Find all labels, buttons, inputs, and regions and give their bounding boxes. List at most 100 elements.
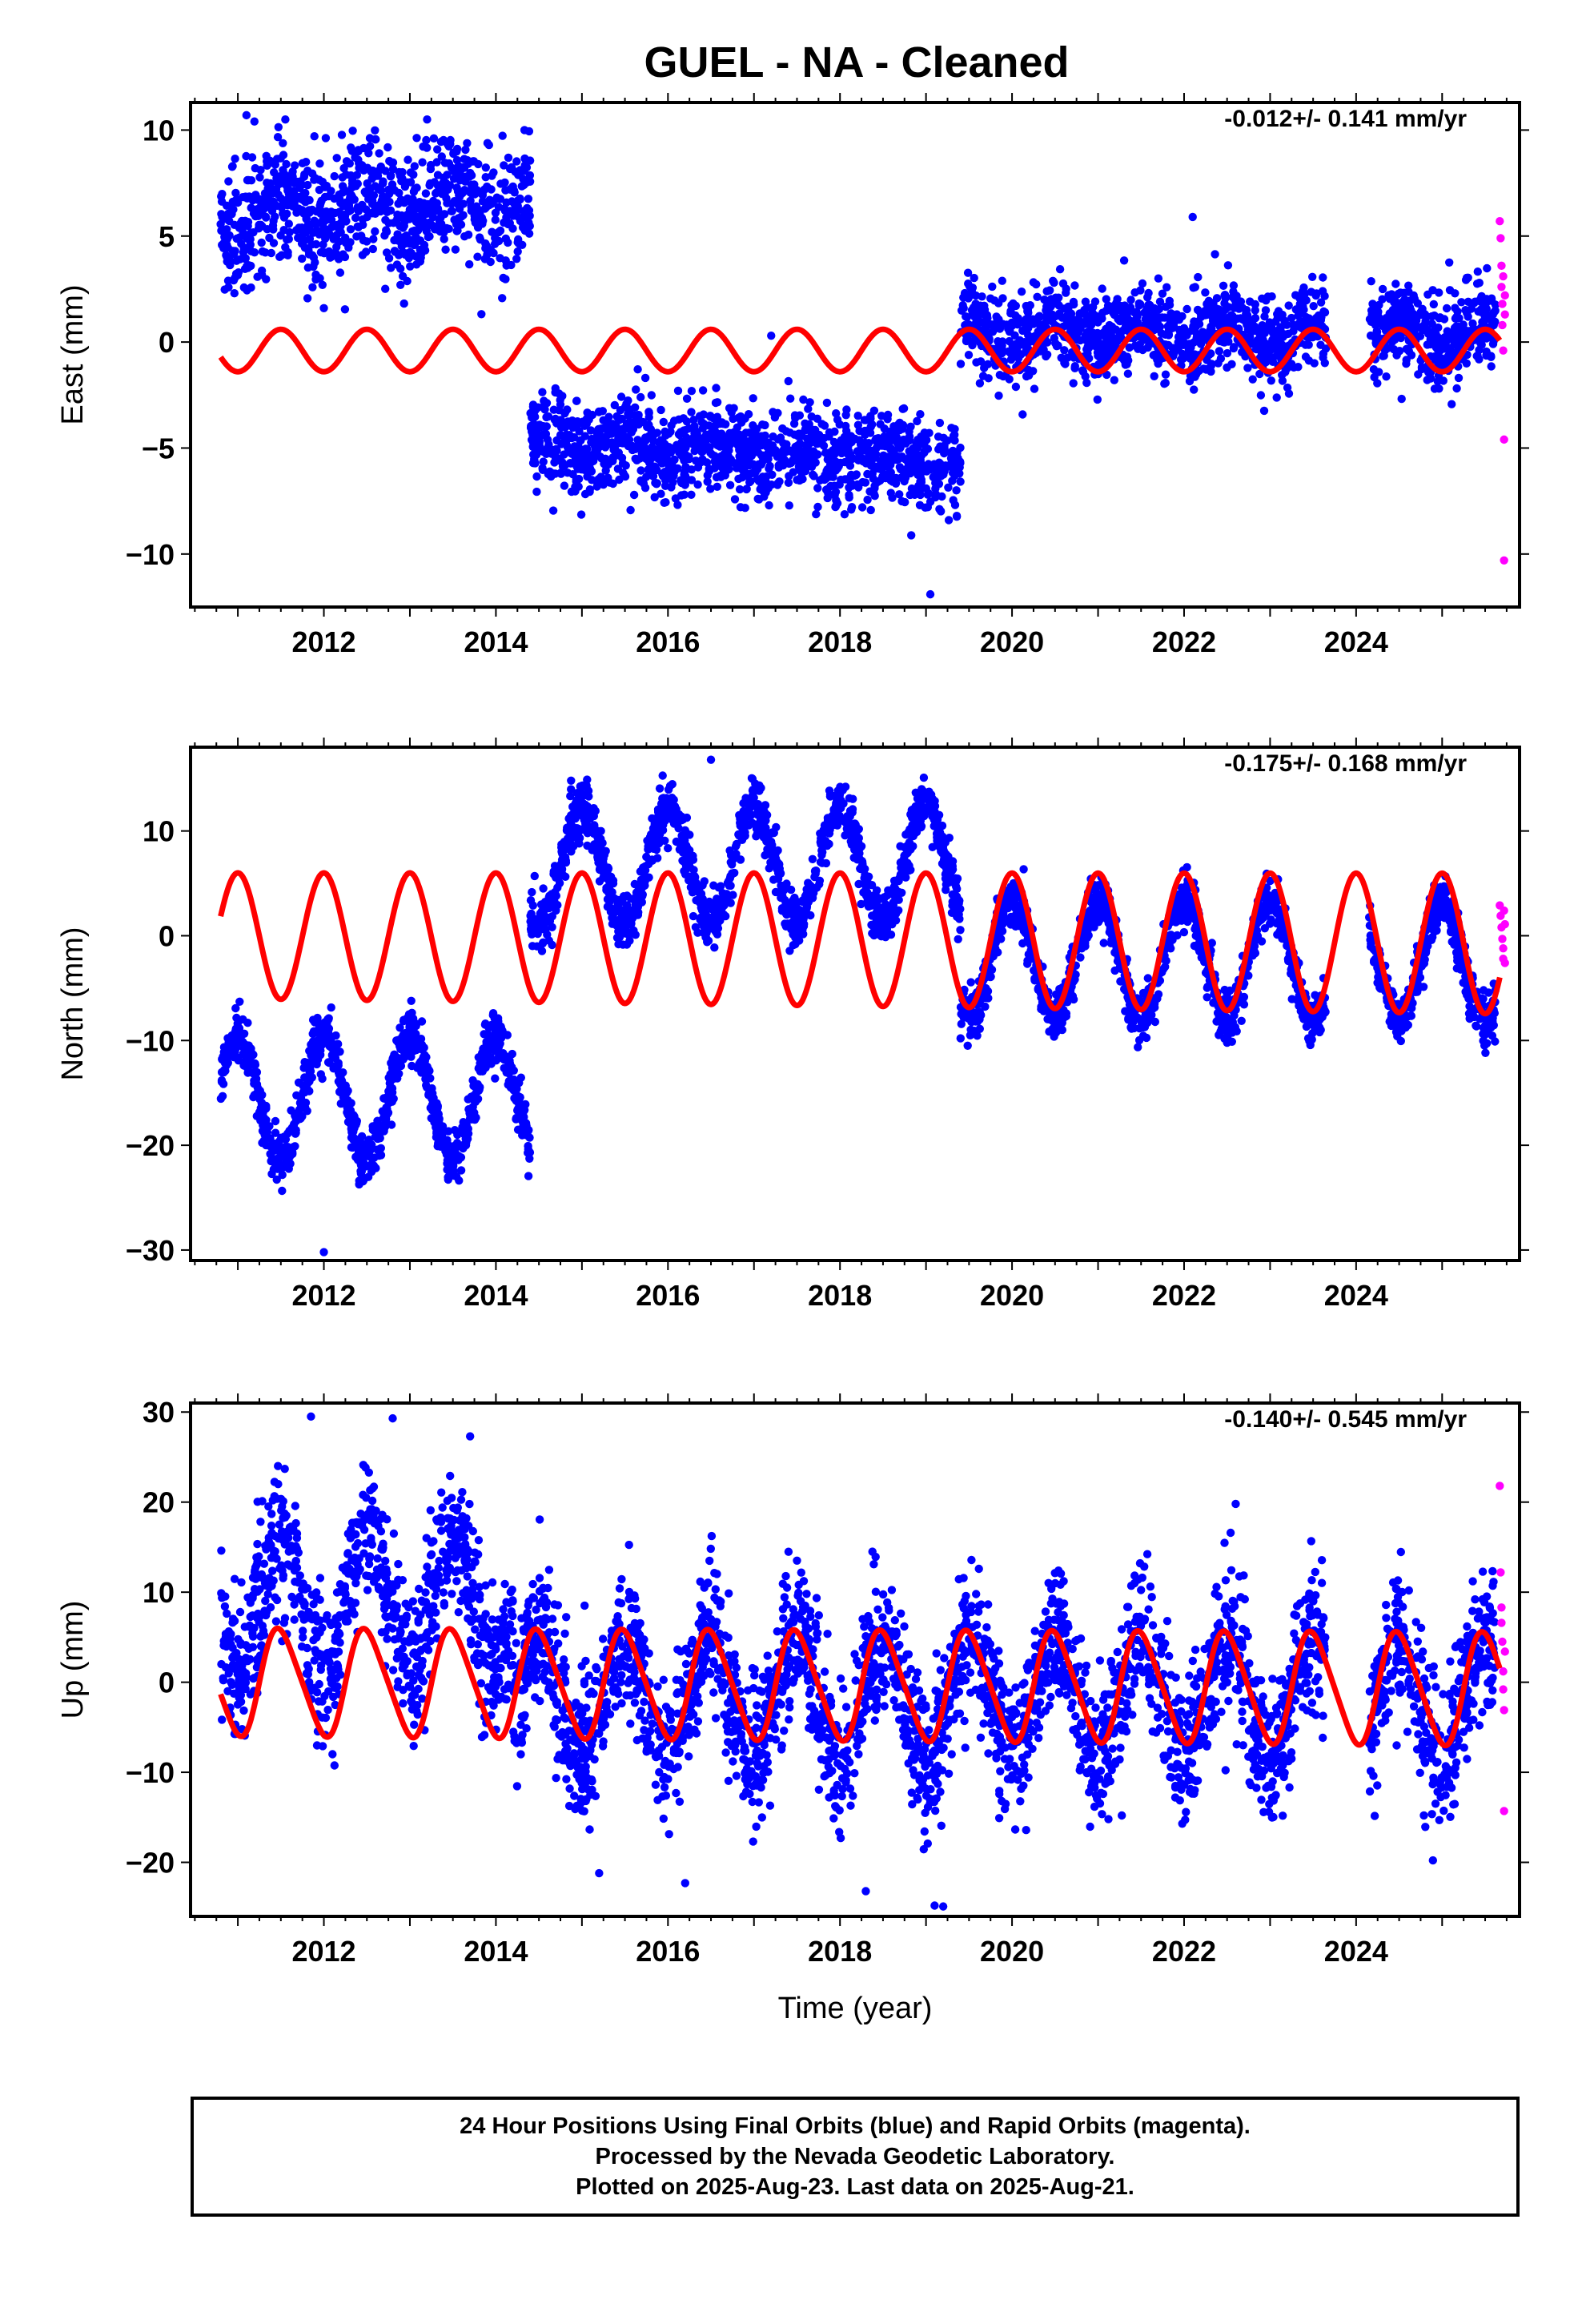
final-orbit-point — [1089, 303, 1098, 312]
final-orbit-point — [378, 1107, 387, 1116]
x-tick-label: 2014 — [464, 625, 528, 658]
final-orbit-point — [944, 516, 954, 525]
final-orbit-point — [661, 498, 670, 507]
final-orbit-point — [521, 1119, 531, 1128]
final-orbit-point — [886, 428, 895, 437]
final-orbit-point — [1121, 323, 1130, 332]
final-orbit-point — [359, 1149, 368, 1159]
final-orbit-point — [243, 1063, 251, 1072]
final-orbit-point — [786, 394, 795, 403]
final-orbit-point — [501, 275, 510, 283]
final-orbit-point — [1019, 318, 1028, 328]
final-orbit-point — [441, 1136, 450, 1145]
final-orbit-point — [1267, 292, 1276, 301]
final-orbit-point — [449, 1156, 458, 1165]
final-orbit-point — [1190, 385, 1199, 394]
final-orbit-point — [947, 457, 956, 466]
final-orbit-point — [970, 273, 978, 283]
final-orbit-point — [488, 1009, 498, 1018]
final-orbit-point — [357, 1167, 366, 1176]
final-orbit-point — [1391, 279, 1400, 288]
final-orbit-point — [283, 1129, 292, 1138]
final-orbit-point — [1374, 312, 1383, 322]
final-orbit-point — [1165, 300, 1174, 309]
final-orbit-point — [1129, 319, 1138, 328]
final-orbit-point — [1457, 298, 1466, 307]
final-orbit-point — [861, 426, 869, 436]
final-orbit-point — [354, 146, 363, 155]
final-orbit-point — [424, 1091, 433, 1100]
final-orbit-point — [781, 427, 791, 436]
final-orbit-point — [934, 432, 943, 441]
final-orbit-point — [1407, 306, 1415, 315]
final-orbit-point — [1387, 310, 1395, 320]
final-orbit-point — [303, 294, 312, 303]
final-orbit-point — [879, 435, 888, 444]
final-orbit-point — [1012, 345, 1022, 354]
final-orbit-point — [539, 457, 548, 466]
final-orbit-point — [239, 193, 247, 202]
final-orbit-point — [346, 1116, 355, 1125]
final-orbit-point — [367, 174, 376, 183]
final-orbit-point — [978, 292, 986, 301]
final-orbit-point — [319, 215, 327, 225]
final-orbit-point — [1452, 335, 1461, 344]
final-orbit-point — [373, 1145, 382, 1154]
final-orbit-point — [1489, 320, 1498, 330]
final-orbit-point — [702, 436, 711, 444]
final-orbit-point — [294, 233, 303, 243]
final-orbit-points — [216, 111, 1500, 599]
final-orbit-point — [877, 412, 886, 420]
final-orbit-point — [1195, 366, 1203, 376]
final-orbit-point — [784, 376, 793, 386]
final-orbit-point — [542, 449, 551, 458]
final-orbit-point — [440, 159, 450, 167]
final-orbit-point — [295, 224, 304, 234]
final-orbit-point — [513, 1125, 523, 1134]
final-orbit-point — [1098, 284, 1106, 293]
final-orbit-point — [525, 171, 535, 180]
final-orbit-point — [659, 417, 668, 427]
final-orbit-point — [628, 418, 636, 428]
final-orbit-point — [327, 1003, 335, 1012]
final-orbit-point — [868, 420, 877, 429]
final-orbit-point — [968, 283, 978, 292]
final-orbit-point — [299, 1099, 307, 1108]
final-orbit-point — [1219, 281, 1228, 290]
final-orbit-point — [919, 466, 928, 475]
final-orbit-point — [551, 388, 560, 397]
final-orbit-point — [271, 1163, 280, 1172]
final-orbit-point — [525, 1133, 534, 1142]
final-orbit-point — [1366, 331, 1375, 340]
final-orbit-point — [1138, 345, 1147, 355]
final-orbit-point — [410, 162, 419, 171]
final-orbit-point — [847, 505, 856, 514]
final-orbit-point — [1203, 300, 1211, 308]
final-orbit-point — [525, 222, 534, 231]
final-orbit-point — [523, 210, 532, 219]
final-orbit-point — [870, 464, 879, 473]
final-orbit-point — [1299, 283, 1308, 292]
final-orbit-point — [899, 435, 909, 444]
final-orbit-point — [1060, 346, 1069, 355]
final-orbit-point — [403, 210, 412, 219]
final-orbit-point — [1407, 351, 1416, 360]
final-orbit-point — [1473, 267, 1483, 276]
final-orbit-point — [673, 501, 682, 509]
final-orbit-point — [330, 171, 339, 181]
final-orbit-point — [832, 409, 841, 418]
final-orbit-point — [421, 189, 431, 198]
final-orbit-point — [1271, 339, 1280, 348]
final-orbit-point — [931, 490, 941, 499]
final-orbit-point — [440, 235, 448, 243]
final-orbit-point — [980, 305, 990, 314]
final-orbit-point — [538, 388, 547, 396]
final-orbit-point — [1247, 327, 1257, 336]
final-orbit-point — [749, 460, 757, 468]
final-orbit-point — [1150, 372, 1158, 380]
final-orbit-point — [542, 399, 552, 408]
final-orbit-point — [335, 223, 344, 232]
final-orbit-point — [831, 502, 840, 512]
final-orbit-point — [418, 158, 427, 167]
